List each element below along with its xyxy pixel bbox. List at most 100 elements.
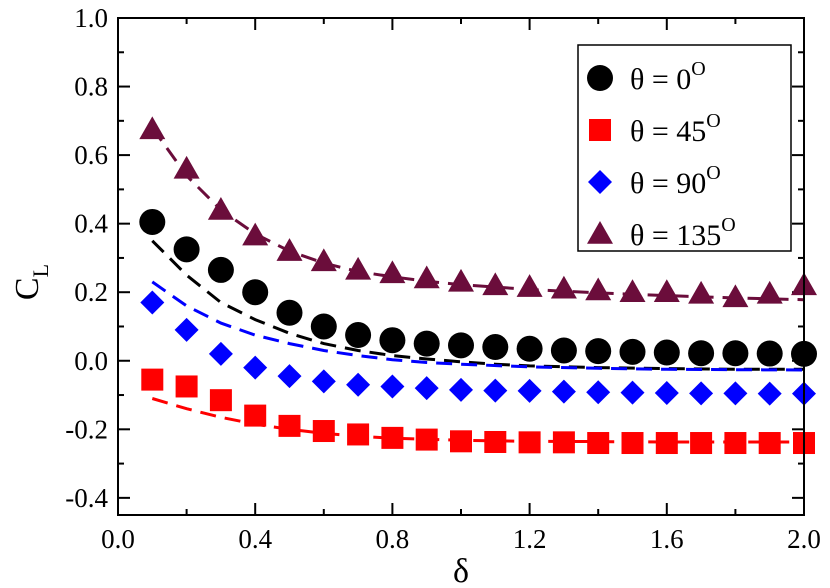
data-point-square xyxy=(690,432,713,455)
legend-label-superscript: O xyxy=(706,110,720,132)
data-point-circle xyxy=(276,299,303,326)
data-point-circle xyxy=(585,338,612,365)
data-point-diamond xyxy=(174,317,199,342)
data-point-circle xyxy=(688,340,715,367)
legend-label: θ = 90O xyxy=(630,162,721,200)
fit-line-circle xyxy=(151,239,804,371)
data-point-diamond xyxy=(551,379,576,404)
data-point-square xyxy=(244,404,267,427)
legend-label: θ = 45O xyxy=(630,110,721,148)
data-point-diamond xyxy=(380,374,405,399)
data-point-square xyxy=(518,431,541,454)
data-point-diamond xyxy=(449,377,473,402)
data-point-circle xyxy=(722,340,749,367)
data-point-triangle xyxy=(688,280,715,304)
data-point-triangle xyxy=(516,274,543,297)
data-point-triangle xyxy=(756,280,783,304)
data-point-triangle xyxy=(379,260,406,284)
data-point-square xyxy=(552,431,575,454)
plot-frame xyxy=(117,17,805,516)
data-point-circle xyxy=(345,322,372,349)
data-point-triangle xyxy=(653,279,680,302)
x-tick-label: 1.6 xyxy=(650,524,684,554)
data-point-triangle xyxy=(207,196,234,220)
data-point-circle xyxy=(619,338,646,365)
data-point-square xyxy=(312,420,335,443)
y-tick-label: 0.0 xyxy=(74,346,108,376)
data-point-diamond xyxy=(723,381,748,406)
data-point-diamond xyxy=(208,341,233,366)
data-point-square xyxy=(758,432,781,455)
data-point-triangle xyxy=(585,277,612,301)
data-point-triangle xyxy=(482,272,509,296)
data-point-diamond xyxy=(140,290,165,315)
data-point-square xyxy=(347,423,370,446)
data-point-triangle xyxy=(448,268,474,292)
data-point-diamond xyxy=(757,381,782,406)
legend-label-main: θ = 135 xyxy=(630,219,721,252)
data-point-circle xyxy=(379,327,406,354)
legend-label-superscript: O xyxy=(721,214,735,236)
tick-labels-layer: 0.0 0.4 0.8 1.2 1.6 2.0 -0.4 -0.2 0.0 0.2 0.4 0.6 0.… xyxy=(65,3,821,554)
data-point-square xyxy=(724,432,747,455)
data-point-circle xyxy=(448,332,474,359)
legend-box xyxy=(577,44,792,252)
data-point-triangle xyxy=(242,222,269,246)
data-point-square xyxy=(587,432,610,455)
y-tick-label: 0.4 xyxy=(74,209,108,239)
data-point-diamond xyxy=(654,380,679,405)
data-point-diamond xyxy=(414,376,439,401)
data-point-circle xyxy=(242,279,269,306)
y-tick-label: -0.2 xyxy=(65,414,108,444)
fit-line-diamond xyxy=(151,280,805,372)
y-tick-label: 1.0 xyxy=(74,3,108,33)
data-point-triangle xyxy=(722,284,749,308)
data-point-diamond xyxy=(483,378,508,403)
data-point-square xyxy=(209,389,232,412)
data-point-circle xyxy=(413,330,440,357)
x-tick-label: 0.4 xyxy=(238,524,272,554)
data-point-circle xyxy=(516,335,543,362)
data-point-square xyxy=(655,432,678,455)
data-point-circle xyxy=(550,337,577,364)
y-axis-title: CL xyxy=(9,264,53,300)
data-point-square xyxy=(141,368,164,391)
data-point-triangle xyxy=(276,238,303,261)
data-point-triangle xyxy=(413,265,440,289)
data-point-diamond xyxy=(243,355,268,380)
data-point-diamond xyxy=(586,380,611,405)
data-point-triangle xyxy=(139,116,166,140)
data-point-diamond xyxy=(277,364,302,389)
data-point-circle xyxy=(756,340,783,367)
legend-marker-diamond xyxy=(588,170,612,194)
data-point-square xyxy=(381,426,404,449)
x-tick-label: 2.0 xyxy=(787,524,821,554)
data-point-diamond xyxy=(517,378,542,403)
y-tick-label: 0.6 xyxy=(74,140,108,170)
legend-label-main: θ = 0 xyxy=(630,63,691,96)
legend-marker-square xyxy=(589,119,611,141)
data-points-layer xyxy=(139,116,817,455)
data-point-diamond xyxy=(311,369,336,394)
legend-label-superscript: O xyxy=(706,162,720,184)
data-point-triangle xyxy=(550,275,577,299)
legend-label: θ = 135O xyxy=(630,214,736,252)
data-point-square xyxy=(175,375,198,398)
y-axis-title-subscript: L xyxy=(28,264,53,277)
legend-label-main: θ = 90 xyxy=(630,167,706,200)
data-point-circle xyxy=(310,313,337,340)
data-point-diamond xyxy=(689,381,714,406)
fit-line-square xyxy=(151,397,804,444)
y-axis-title-main: C xyxy=(9,277,46,300)
data-point-square xyxy=(278,414,301,437)
legend-label-superscript: O xyxy=(691,58,705,80)
y-tick-label: 0.8 xyxy=(74,72,108,102)
data-point-circle xyxy=(653,339,680,366)
data-point-circle xyxy=(482,334,509,361)
data-point-diamond xyxy=(346,372,371,397)
data-point-square xyxy=(450,430,472,453)
x-tick-label: 1.2 xyxy=(513,524,547,554)
legend-marker-circle xyxy=(587,65,613,91)
